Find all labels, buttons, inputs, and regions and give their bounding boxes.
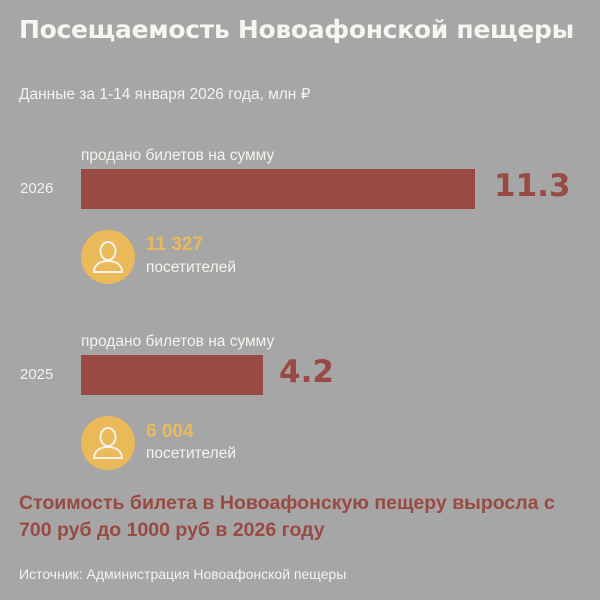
source-caption: Источник: Администрация Новоафонской пещ… [19, 566, 347, 582]
value-2025: 4.2 [279, 354, 334, 390]
visitor-icon-2026 [81, 230, 135, 284]
visitors-count-2026: 11 327 [146, 234, 204, 255]
bar-label-2026: продано билетов на сумму [81, 147, 275, 164]
bar-2026 [81, 169, 475, 209]
bar-2025 [81, 355, 263, 395]
chart-title: Посещаемость Новоафонской пещеры [19, 15, 574, 44]
year-label-2025: 2025 [20, 366, 54, 383]
visitor-icon-2025 [81, 416, 135, 470]
value-2026: 11.3 [494, 168, 571, 204]
visitors-count-2025: 6 004 [146, 421, 194, 442]
visitors-label-2025: посетителей [146, 445, 236, 462]
person-icon [93, 241, 123, 273]
year-label-2026: 2026 [20, 180, 54, 197]
price-change-note: Стоимость билета в Новоафонскую пещеру в… [19, 492, 555, 541]
person-icon [93, 427, 123, 459]
chart-subtitle: Данные за 1-14 января 2026 года, млн ₽ [19, 86, 311, 103]
visitors-label-2026: посетителей [146, 259, 236, 276]
bar-label-2025: продано билетов на сумму [81, 333, 275, 350]
